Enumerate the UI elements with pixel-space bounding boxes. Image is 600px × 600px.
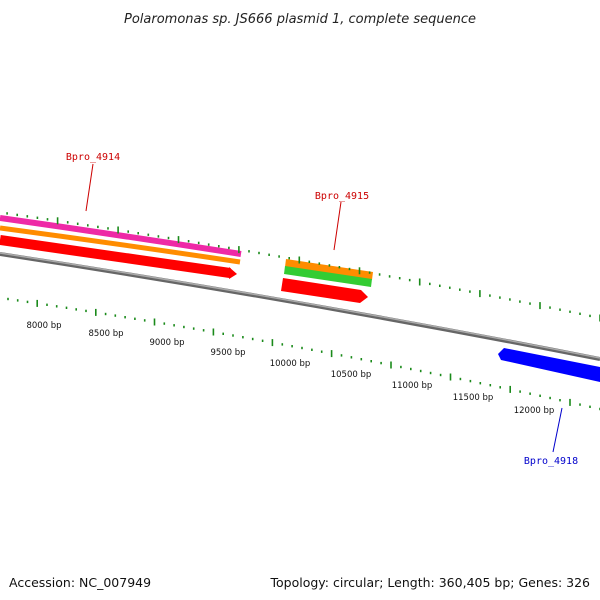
tick-row-bottom <box>7 297 600 411</box>
scale-label: 10500 bp <box>331 370 372 380</box>
scale-label: 9500 bp <box>210 348 245 358</box>
gene-leader-bpro-4918 <box>552 407 563 453</box>
summary-text: Topology: circular; Length: 360,405 bp; … <box>270 575 591 590</box>
scale-label: 11000 bp <box>392 381 433 391</box>
gene-leader-bpro-4915 <box>333 201 342 251</box>
scale-label: 12000 bp <box>514 406 555 416</box>
scale-label: 11500 bp <box>453 393 494 403</box>
feature-red-box-arrow <box>281 278 368 303</box>
sequence-backbone <box>0 252 600 361</box>
gene-label-bpro-4914[interactable]: Bpro_4914 <box>66 152 120 163</box>
feature-orange-band <box>0 225 241 265</box>
feature-red-arrow-head <box>229 267 237 279</box>
feature-green-box <box>284 266 372 287</box>
feature-orange-box <box>285 259 373 280</box>
feature-red-arrow-body <box>0 235 231 278</box>
gene-leader-bpro-4914 <box>85 163 94 212</box>
scale-label: 8000 bp <box>26 321 61 331</box>
accession-text: Accession: NC_007949 <box>9 575 151 590</box>
map-title: Polaromonas sp. JS666 plasmid 1, complet… <box>124 12 476 27</box>
scale-label: 10000 bp <box>270 359 311 369</box>
scale-label: 8500 bp <box>88 329 123 339</box>
sequence-backbone-highlight <box>0 252 600 359</box>
scale-label: 9000 bp <box>149 338 184 348</box>
gene-label-bpro-4915[interactable]: Bpro_4915 <box>315 191 369 202</box>
gene-label-bpro-4918[interactable]: Bpro_4918 <box>524 456 578 467</box>
feature-magenta-band <box>0 215 242 257</box>
feature-blue-arrow <box>498 348 600 382</box>
tick-row-top <box>6 212 600 322</box>
